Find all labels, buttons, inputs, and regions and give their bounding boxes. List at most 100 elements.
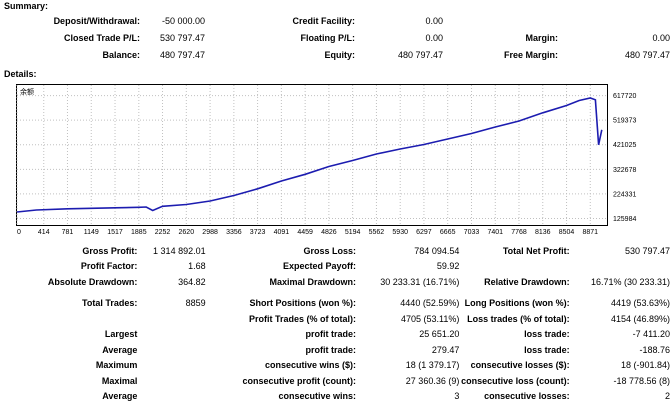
average-profit-label: profit trade:: [206, 342, 356, 358]
long-positions-label: Long Positions (won %):: [459, 296, 569, 312]
summary-row: Balance: 480 797.47 Equity: 480 797.47 F…: [0, 46, 670, 63]
maximal-loss-value: -18 778.56 (8): [570, 373, 670, 389]
y-tick-label: 224331: [613, 191, 636, 198]
x-tick-label: 4826: [321, 229, 337, 236]
free-margin-label: Free Margin:: [443, 46, 558, 63]
y-tick-label: 322678: [613, 167, 636, 174]
x-tick-label: 3356: [226, 229, 242, 236]
stats-row: Profit Factor: 1.68 Expected Payoff: 59.…: [0, 259, 670, 275]
average-profit-value: 279.47: [356, 342, 459, 358]
average-loss-label: loss trade:: [459, 342, 569, 358]
maximum-label: Maximum: [0, 358, 137, 374]
x-tick-label: 7033: [464, 229, 480, 236]
loss-trades-label: Loss trades (% of total):: [459, 311, 569, 327]
stats-row: Maximal consecutive profit (count): 27 3…: [0, 373, 670, 389]
profit-factor-label: Profit Factor:: [0, 259, 137, 275]
balance-label: Balance:: [0, 46, 140, 63]
empty-label: [443, 12, 558, 29]
max-losses-value: 18 (-901.84): [570, 358, 670, 374]
y-tick-label: 421025: [613, 142, 636, 149]
summary-table: Deposit/Withdrawal: -50 000.00 Credit Fa…: [0, 12, 670, 63]
y-tick-label: 125984: [613, 216, 636, 223]
profit-trades-label: Profit Trades (% of total):: [206, 311, 356, 327]
maximal-profit-label: consecutive profit (count):: [206, 373, 356, 389]
absolute-drawdown-value: 364.82: [137, 274, 205, 290]
expected-payoff-label: Expected Payoff:: [206, 259, 356, 275]
stats-row: Total Trades: 8859 Short Positions (won …: [0, 296, 670, 312]
x-tick-label: 6297: [416, 229, 432, 236]
y-tick-labels: 125984 224331 322678 421025 519373 617720: [613, 93, 636, 223]
y-tick-label: 617720: [613, 93, 636, 100]
x-tick-label: 2252: [155, 229, 171, 236]
total-net-profit-label: Total Net Profit:: [459, 243, 569, 259]
relative-drawdown-label: Relative Drawdown:: [459, 274, 569, 290]
stats-row: Gross Profit: 1 314 892.01 Gross Loss: 7…: [0, 243, 670, 259]
balance-value: 480 797.47: [140, 46, 205, 63]
summary-row: Closed Trade P/L: 530 797.47 Floating P/…: [0, 29, 670, 46]
absolute-drawdown-label: Absolute Drawdown:: [0, 274, 137, 290]
summary-heading: Summary:: [4, 1, 48, 11]
credit-label: Credit Facility:: [205, 12, 355, 29]
equity-label: Equity:: [205, 46, 355, 63]
largest-profit-label: profit trade:: [206, 327, 356, 343]
stats-row: Largest profit trade: 25 651.20 loss tra…: [0, 327, 670, 343]
empty-value: [558, 12, 670, 29]
summary-row: Deposit/Withdrawal: -50 000.00 Credit Fa…: [0, 12, 670, 29]
stats-row: Average profit trade: 279.47 loss trade:…: [0, 342, 670, 358]
x-tick-label: 5930: [392, 229, 408, 236]
x-tick-label: 8871: [582, 229, 598, 236]
average-loss-value: -188.76: [570, 342, 670, 358]
stats-row: Maximum consecutive wins ($): 18 (1 379.…: [0, 358, 670, 374]
max-wins-label: consecutive wins ($):: [206, 358, 356, 374]
maximal-profit-value: 27 360.36 (9): [356, 373, 459, 389]
x-tick-label: 5562: [369, 229, 385, 236]
floating-pl-label: Floating P/L:: [205, 29, 355, 46]
maximal-loss-label: consecutive loss (count):: [459, 373, 569, 389]
expected-payoff-value: 59.92: [356, 259, 459, 275]
x-tick-label: 1517: [107, 229, 123, 236]
x-tick-label: 2620: [179, 229, 195, 236]
x-tick-label: 4091: [274, 229, 290, 236]
x-tick-label: 1149: [84, 229, 99, 236]
average-label: Average: [0, 342, 137, 358]
x-tick-label: 781: [62, 229, 74, 236]
x-tick-label: 8136: [535, 229, 551, 236]
total-trades-value: 8859: [137, 296, 205, 312]
free-margin-value: 480 797.47: [558, 46, 670, 63]
closed-pl-value: 530 797.47: [140, 29, 205, 46]
stats-row: Absolute Drawdown: 364.82 Maximal Drawdo…: [0, 274, 670, 290]
largest-label: Largest: [0, 327, 137, 343]
largest-loss-value: -7 411.20: [570, 327, 670, 343]
gross-loss-label: Gross Loss:: [206, 243, 356, 259]
x-tick-label: 6665: [440, 229, 456, 236]
y-tick-label: 519373: [613, 118, 636, 125]
max-losses-label: consecutive losses ($):: [459, 358, 569, 374]
max-wins-value: 18 (1 379.17): [356, 358, 459, 374]
largest-profit-value: 25 651.20: [356, 327, 459, 343]
maximal-drawdown-label: Maximal Drawdown:: [206, 274, 356, 290]
credit-value: 0.00: [355, 12, 443, 29]
x-tick-label: 0: [17, 229, 21, 236]
margin-value: 0.00: [558, 29, 670, 46]
x-tick-label: 4459: [297, 229, 313, 236]
profit-trades-value: 4705 (53.11%): [356, 311, 459, 327]
legend-label: 余额: [20, 87, 34, 96]
gross-profit-value: 1 314 892.01: [137, 243, 205, 259]
long-positions-value: 4419 (53.63%): [570, 296, 670, 312]
closed-pl-label: Closed Trade P/L:: [0, 29, 140, 46]
profit-factor-value: 1.68: [137, 259, 205, 275]
stats-table: Gross Profit: 1 314 892.01 Gross Loss: 7…: [0, 243, 670, 404]
stats-row: Profit Trades (% of total): 4705 (53.11%…: [0, 311, 670, 327]
short-positions-label: Short Positions (won %):: [206, 296, 356, 312]
margin-label: Margin:: [443, 29, 558, 46]
x-tick-label: 7768: [511, 229, 527, 236]
relative-drawdown-value: 16.71% (30 233.31): [570, 274, 670, 290]
loss-trades-value: 4154 (46.89%): [570, 311, 670, 327]
largest-loss-label: loss trade:: [459, 327, 569, 343]
x-tick-label: 1885: [131, 229, 147, 236]
short-positions-value: 4440 (52.59%): [356, 296, 459, 312]
x-tick-label: 414: [38, 229, 50, 236]
floating-pl-value: 0.00: [355, 29, 443, 46]
x-tick-label: 2988: [202, 229, 218, 236]
